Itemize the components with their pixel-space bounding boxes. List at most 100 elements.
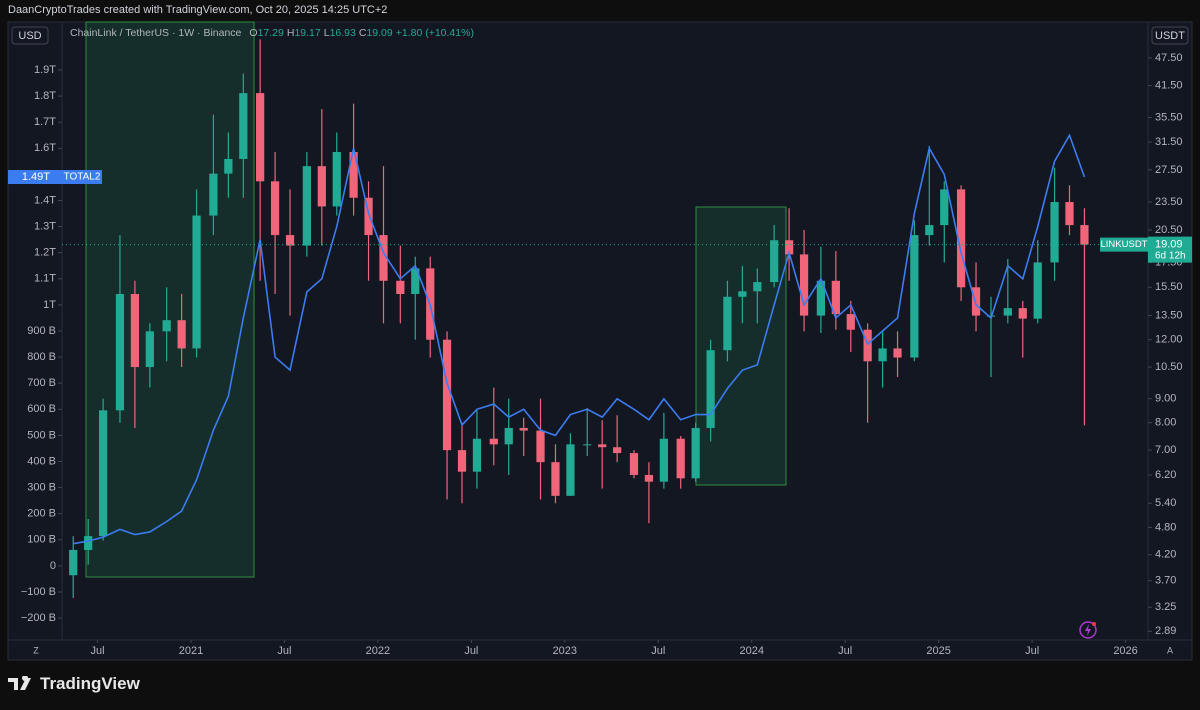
- y2-tick-label: 1.8T: [34, 90, 56, 102]
- x-tick-label: 2024: [739, 645, 763, 657]
- y-tick-label: 5.40: [1155, 497, 1176, 509]
- currency-button[interactable]: [11, 26, 49, 45]
- y-tick-label: 8.00: [1155, 417, 1176, 429]
- candle-body: [785, 240, 794, 255]
- y2-tick-label: 700 B: [27, 377, 56, 389]
- y2-tick-label: −100 B: [21, 586, 56, 598]
- currency-button[interactable]: [1151, 26, 1189, 45]
- candle-body: [846, 314, 855, 330]
- candle-body: [270, 181, 280, 236]
- y2-tick-label: 1.6T: [34, 142, 56, 154]
- ohlc-value: 16.93: [329, 27, 356, 39]
- y2-tick-label: 1.9T: [34, 64, 56, 76]
- series-name-tag: [62, 170, 102, 185]
- x-tick-label: 2022: [366, 645, 390, 657]
- y2-tick-label: 400 B: [27, 455, 56, 467]
- candle-body: [831, 280, 840, 315]
- y-tick-label: 10.50: [1155, 361, 1183, 373]
- highlight-box: [85, 21, 255, 578]
- currency-label[interactable]: USD: [18, 30, 41, 42]
- y-tick-label: 3.70: [1155, 575, 1176, 587]
- ohlc-value: +1.80 (+10.41%): [395, 27, 474, 39]
- candle-body: [396, 280, 405, 295]
- chart: USD USDT Z A 47.50 41.50 35.50 31.50 27.50 23…: [7, 21, 1193, 661]
- candle-body: [364, 197, 373, 236]
- candle-body: [302, 166, 311, 246]
- currency-label[interactable]: USDT: [1155, 30, 1185, 42]
- candle-body: [256, 93, 265, 182]
- y-tick-label: 2.89: [1155, 625, 1176, 637]
- candle-body: [115, 294, 125, 411]
- header-text: DaanCryptoTrades created with TradingVie…: [8, 4, 388, 16]
- candle-body: [613, 447, 622, 454]
- legend-title: ChainLink / TetherUS · 1W · Binance: [70, 27, 242, 39]
- x-tick-label: Jul: [464, 645, 478, 657]
- candle-body: [659, 438, 668, 482]
- candle-body: [177, 320, 186, 349]
- candle-body: [145, 331, 154, 368]
- x-tick-label: 2021: [179, 645, 203, 657]
- series-name-label: LINKUSDT: [1101, 239, 1148, 250]
- x-tick-label: 2026: [1113, 645, 1137, 657]
- y2-tick-label: 1.2T: [34, 247, 56, 259]
- candle-body: [332, 152, 341, 207]
- candle-body: [472, 438, 482, 472]
- value-label: 1.49T: [22, 171, 50, 183]
- candle-body: [504, 427, 513, 445]
- scale-button[interactable]: A: [1167, 645, 1173, 655]
- candle-body: [411, 268, 420, 295]
- candle-body: [910, 235, 919, 358]
- y2-tick-label: 800 B: [27, 351, 56, 363]
- x-tick-label: Jul: [651, 645, 665, 657]
- candle-body: [598, 444, 607, 448]
- y2-tick-label: 300 B: [27, 481, 56, 493]
- candle-body: [457, 450, 467, 472]
- candle-body: [1050, 202, 1059, 263]
- y-tick-label: 6.20: [1155, 469, 1176, 481]
- y2-tick-label: 1.7T: [34, 116, 56, 128]
- x-tick-label: 2025: [926, 645, 950, 657]
- candle-body: [551, 462, 560, 496]
- candle-body: [738, 291, 747, 297]
- candle-body: [940, 189, 949, 226]
- candle-body: [863, 329, 872, 362]
- y2-tick-label: 500 B: [27, 429, 56, 441]
- candle-body: [442, 339, 452, 451]
- legend: ChainLink / TetherUS · 1W · Binance O17.2…: [70, 27, 477, 39]
- ohlc-key: H: [286, 27, 295, 39]
- candle-body: [723, 296, 732, 351]
- candle-body: [239, 93, 248, 159]
- candle-body: [489, 438, 498, 445]
- y-tick-label: 4.20: [1155, 549, 1176, 561]
- price-tag: [1148, 236, 1192, 263]
- y-tick-label: 12.00: [1155, 334, 1183, 346]
- ohlc-value: 19.17: [294, 27, 321, 39]
- candle-body: [1065, 202, 1074, 226]
- candle-body: [925, 225, 934, 236]
- candle-body: [706, 350, 715, 428]
- y2-tick-label: 200 B: [27, 508, 56, 520]
- ohlc-key: L: [323, 27, 330, 39]
- candle-body: [691, 427, 700, 479]
- candle-body: [209, 173, 218, 216]
- candle-body: [317, 166, 326, 207]
- y-tick-label: 41.50: [1155, 79, 1183, 91]
- candle-body: [162, 320, 171, 332]
- y2-tick-label: 1.1T: [34, 273, 56, 285]
- candle-body: [878, 348, 887, 362]
- candle-body: [1080, 225, 1089, 245]
- scale-button[interactable]: Z: [33, 645, 39, 655]
- y2-tick-label: 900 B: [27, 325, 56, 337]
- candle-body: [84, 536, 93, 550]
- candle-body: [69, 549, 78, 576]
- candle-body: [192, 215, 201, 349]
- y-tick-label: 13.50: [1155, 309, 1183, 321]
- candle-body: [799, 254, 809, 316]
- flash-icon[interactable]: [1079, 621, 1097, 639]
- y2-tick-label: −200 B: [21, 612, 56, 624]
- y-tick-label: 23.50: [1155, 196, 1183, 208]
- candle-body: [224, 158, 233, 174]
- x-tick-label: Jul: [277, 645, 291, 657]
- x-tick-label: Jul: [90, 645, 104, 657]
- series-line: [73, 133, 1086, 545]
